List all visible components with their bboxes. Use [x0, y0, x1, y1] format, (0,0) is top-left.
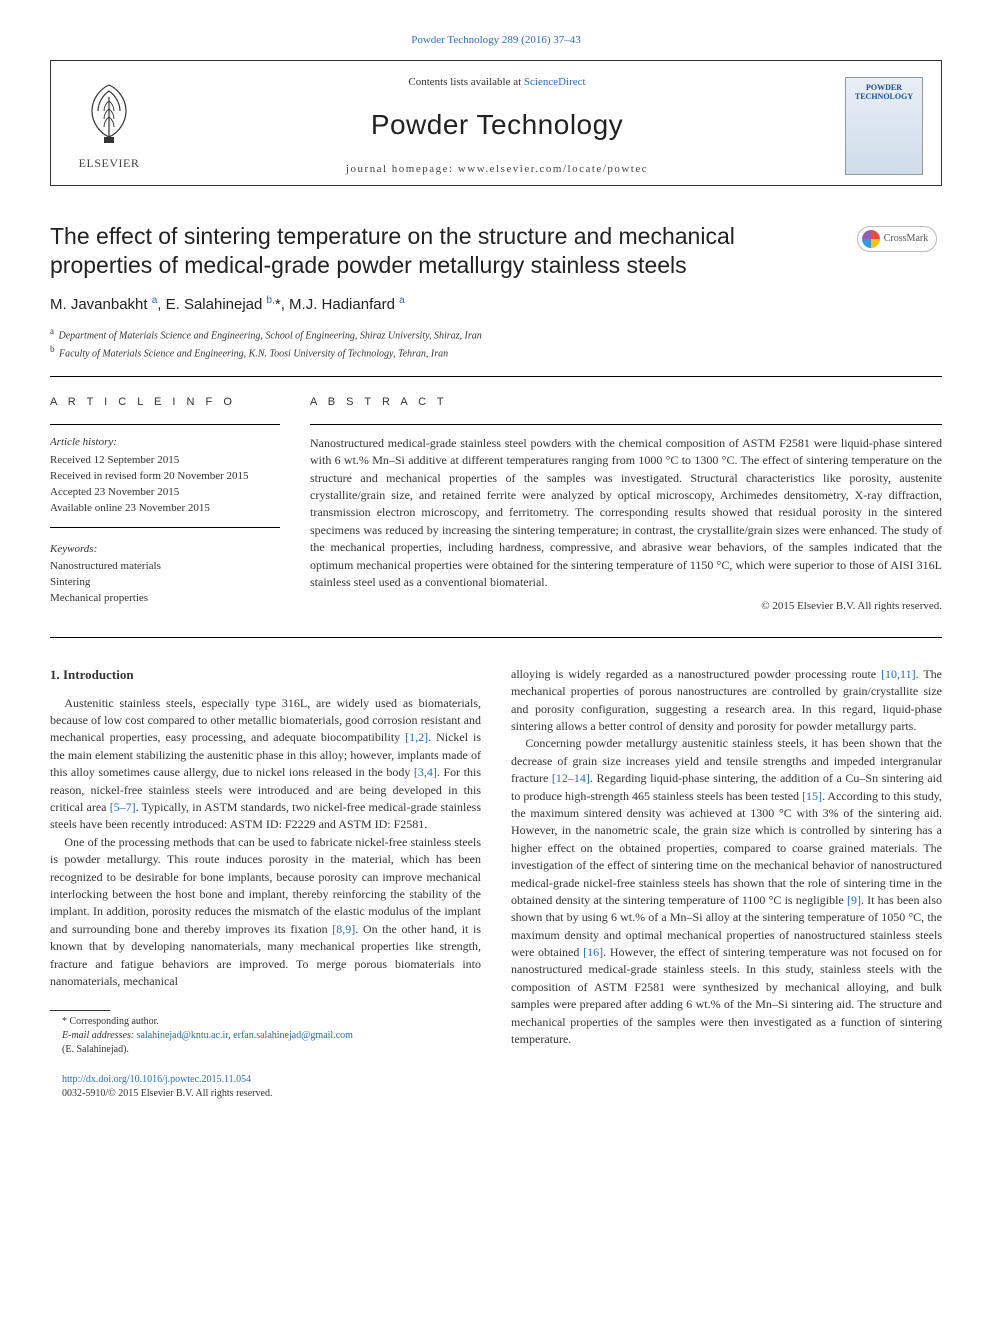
- body-p3: alloying is widely regarded as a nanostr…: [511, 666, 942, 736]
- article-info-column: A R T I C L E I N F O Article history: R…: [50, 395, 280, 615]
- body-p4: Concerning powder metallurgy austenitic …: [511, 735, 942, 1048]
- masthead: ELSEVIER Contents lists available at Sci…: [50, 60, 942, 186]
- publisher-logo-icon: [82, 81, 136, 145]
- sciencedirect-link[interactable]: ScienceDirect: [524, 76, 586, 88]
- publisher-block: ELSEVIER: [69, 81, 149, 171]
- journal-homepage: journal homepage: www.elsevier.com/locat…: [169, 162, 825, 177]
- journal-cover-thumbnail: POWDER TECHNOLOGY: [845, 77, 923, 175]
- keywords: Nanostructured materials Sintering Mecha…: [50, 559, 280, 607]
- rule-top: [50, 376, 942, 377]
- contents-line: Contents lists available at ScienceDirec…: [169, 75, 825, 90]
- crossmark-badge[interactable]: CrossMark: [852, 226, 942, 253]
- journal-name: Powder Technology: [169, 105, 825, 144]
- authors: M. Javanbakht a, E. Salahinejad b,*, M.J…: [50, 294, 942, 315]
- cover-label: POWDER TECHNOLOGY: [846, 84, 922, 102]
- masthead-center: Contents lists available at ScienceDirec…: [169, 75, 825, 177]
- body-p2: One of the processing methods that can b…: [50, 834, 481, 991]
- abstract-label: A B S T R A C T: [310, 395, 942, 410]
- email-label: E-mail addresses:: [62, 1030, 134, 1041]
- title-row: The effect of sintering temperature on t…: [50, 222, 942, 280]
- email-author-name: (E. Salahinejad).: [50, 1043, 481, 1057]
- body-text: 1. Introduction Austenitic stainless ste…: [50, 666, 942, 1101]
- article-title: The effect of sintering temperature on t…: [50, 222, 832, 280]
- info-abstract-row: A R T I C L E I N F O Article history: R…: [50, 395, 942, 615]
- info-rule: [50, 424, 280, 425]
- history-received: Received 12 September 2015: [50, 453, 280, 469]
- keyword-3: Mechanical properties: [50, 591, 280, 607]
- affiliation-a: Department of Materials Science and Engi…: [59, 330, 482, 341]
- keyword-1: Nanostructured materials: [50, 559, 280, 575]
- publisher-name: ELSEVIER: [69, 155, 149, 172]
- history-revised: Received in revised form 20 November 201…: [50, 469, 280, 485]
- issn-copyright: 0032-5910/© 2015 Elsevier B.V. All right…: [50, 1087, 481, 1101]
- page-footer: http://dx.doi.org/10.1016/j.powtec.2015.…: [50, 1073, 481, 1101]
- citation-text[interactable]: Powder Technology 289 (2016) 37–43: [411, 34, 581, 46]
- abstract-text: Nanostructured medical-grade stainless s…: [310, 435, 942, 592]
- keywords-label: Keywords:: [50, 542, 280, 557]
- section-heading-1: 1. Introduction: [50, 666, 481, 685]
- doi-link[interactable]: http://dx.doi.org/10.1016/j.powtec.2015.…: [62, 1074, 251, 1085]
- article-history: Article history: Received 12 September 2…: [50, 435, 280, 517]
- history-accepted: Accepted 23 November 2015: [50, 485, 280, 501]
- crossmark-icon: [862, 230, 880, 248]
- abstract-copyright: © 2015 Elsevier B.V. All rights reserved…: [310, 599, 942, 614]
- body-p1: Austenitic stainless steels, especially …: [50, 695, 481, 834]
- abstract-rule: [310, 424, 942, 425]
- history-label: Article history:: [50, 435, 280, 451]
- affiliations: a Department of Materials Science and En…: [50, 325, 942, 362]
- keywords-rule: [50, 527, 280, 528]
- crossmark-label: CrossMark: [884, 232, 928, 246]
- journal-citation-link[interactable]: Powder Technology 289 (2016) 37–43: [50, 30, 942, 48]
- email-link-2[interactable]: erfan.salahinejad@gmail.com: [233, 1030, 353, 1041]
- corresponding-author-note: * Corresponding author.: [50, 1015, 481, 1029]
- footnotes: * Corresponding author. E-mail addresses…: [50, 1010, 481, 1057]
- abstract-column: A B S T R A C T Nanostructured medical-g…: [310, 395, 942, 615]
- article-info-label: A R T I C L E I N F O: [50, 395, 280, 410]
- keyword-2: Sintering: [50, 575, 280, 591]
- email-link-1[interactable]: salahinejad@kntu.ac.ir: [137, 1030, 229, 1041]
- contents-prefix: Contents lists available at: [408, 76, 523, 88]
- affiliation-b: Faculty of Materials Science and Enginee…: [59, 349, 448, 360]
- history-online: Available online 23 November 2015: [50, 501, 280, 517]
- rule-bottom: [50, 637, 942, 638]
